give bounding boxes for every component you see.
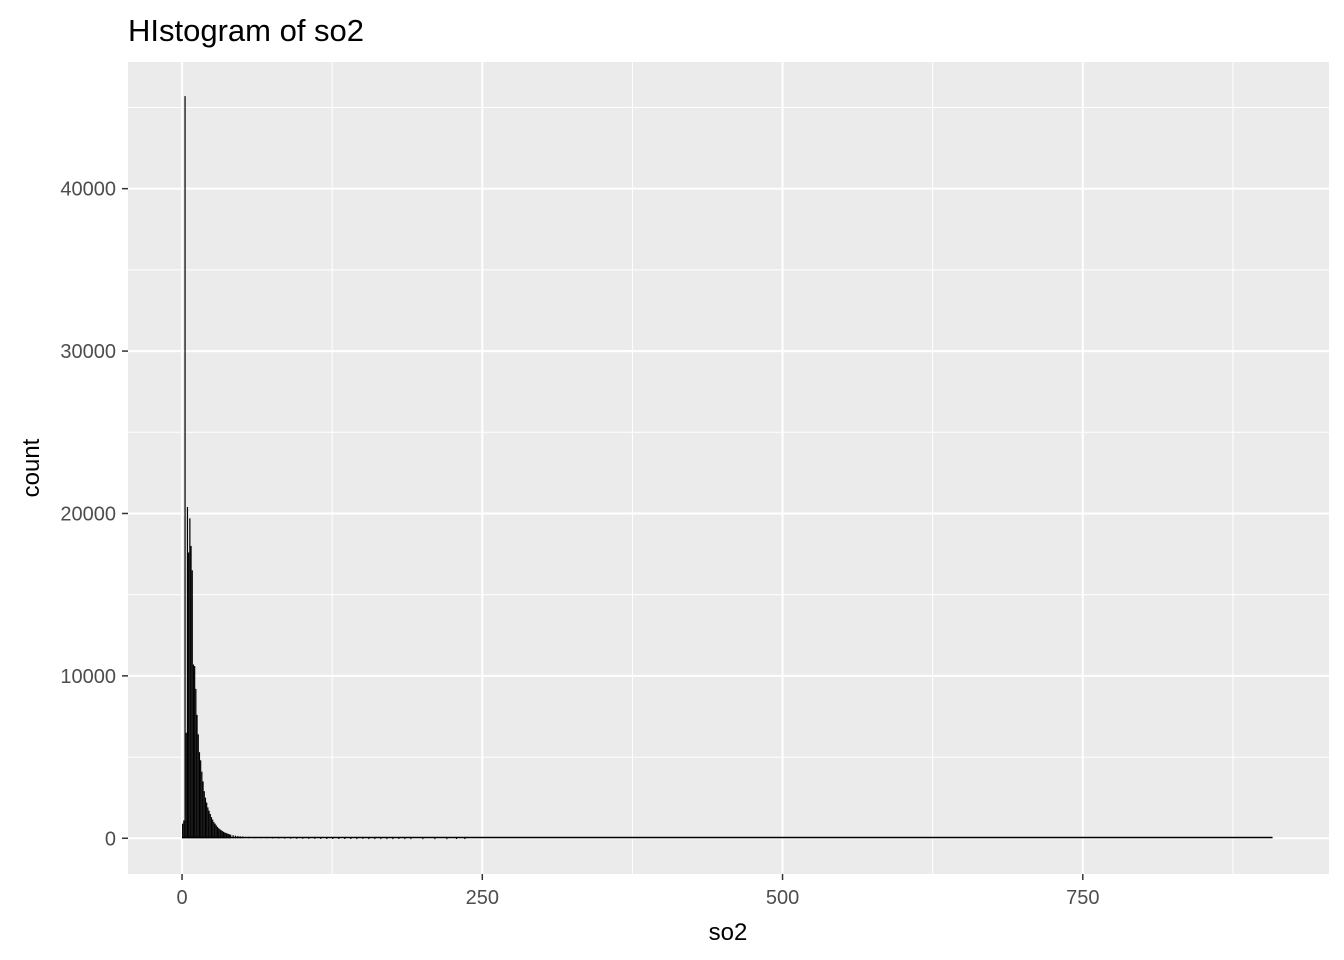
histogram-bar [356,838,358,840]
histogram-bar [284,837,286,839]
histogram-bar [215,825,217,839]
histogram-bar [186,506,189,839]
histogram-bar [198,752,201,839]
histogram-bar [374,838,376,840]
histogram-bar [219,829,221,839]
histogram-bar [227,833,229,839]
histogram-bar [206,802,208,839]
histogram-bar [228,834,231,839]
histogram-bar [210,817,213,839]
y-axis-title: count [18,438,45,497]
histogram-bar [204,797,207,839]
histogram-bar [189,518,191,839]
histogram-bar [398,837,400,839]
histogram-bar [225,832,227,839]
y-tick-label: 20000 [60,503,116,525]
histogram-bar [404,838,406,840]
histogram-bar [216,826,219,839]
histogram-bar [446,838,448,840]
histogram-bar [350,838,352,840]
histogram-bar [254,837,256,839]
histogram-bars [182,96,1273,840]
histogram-bar [221,830,223,839]
histogram-bar [248,836,250,839]
histogram-bar [380,838,382,840]
histogram-bar [344,838,346,840]
histogram-bar [278,837,280,839]
y-tick-label: 0 [105,828,116,850]
histogram-bar [434,838,436,840]
histogram-bar [232,835,234,839]
histogram-bar [222,831,225,839]
histogram-bar [410,838,412,840]
histogram-bar [212,819,214,839]
panel-background [128,62,1329,874]
histogram-bar [230,834,232,839]
histogram-bar [195,688,197,839]
histogram-baseline [182,836,1273,839]
histogram-bar [308,837,310,839]
histogram-bar [455,838,458,840]
histogram-bar [266,837,268,839]
grid-minor [128,62,1329,874]
histogram-bar [201,771,203,839]
histogram-bar [320,837,322,839]
x-axis: 0 250 500 750 [176,874,1099,909]
y-axis: 0 10000 20000 30000 40000 [60,179,128,850]
x-tick-label: 250 [466,887,499,909]
histogram-bar [362,837,364,839]
histogram-bar [338,838,340,840]
histogram-bar [183,820,185,839]
histogram-bar [207,807,209,839]
histogram-bar [326,837,328,839]
x-tick-label: 500 [766,887,799,909]
chart-title: HIstogram of so2 [128,13,364,48]
histogram-bar [422,838,424,840]
y-tick-label: 10000 [60,666,116,688]
histogram-bar [182,823,184,839]
histogram-bar [242,836,244,839]
histogram-bar [200,760,202,839]
y-tick-label: 40000 [60,179,116,201]
x-tick-label: 0 [176,887,187,909]
histogram-bar [209,813,211,839]
histogram-bar [302,837,304,839]
histogram-bar [214,823,216,839]
histogram-bar [296,837,298,839]
histogram-bar [237,835,239,839]
histogram-bar [185,732,187,839]
histogram-bar [192,664,195,839]
histogram-bar [203,791,205,839]
histogram-bar [220,830,222,839]
histogram-bar [260,837,262,839]
histogram-bar [218,828,220,839]
histogram-bar [191,570,193,839]
histogram-bar [194,666,196,839]
histogram-bar [190,545,192,839]
histogram-bar [239,836,241,839]
histogram-bar [213,822,215,839]
histogram-bar [184,96,186,839]
histogram-bar [208,810,210,839]
histogram-bar [188,552,190,839]
histogram-bar [368,838,370,840]
histogram-bar [234,835,237,839]
x-axis-title: so2 [709,919,748,946]
histogram-bar [197,734,199,839]
histogram-bar [290,837,292,839]
histogram-bar [314,837,316,839]
histogram-bar [332,837,334,839]
histogram-bar [464,838,466,840]
histogram-bar [272,837,274,839]
y-tick-label: 30000 [60,341,116,363]
histogram-bar [226,833,228,839]
histogram-bar [202,781,204,839]
histogram-bar [196,714,198,839]
x-tick-label: 750 [1066,887,1099,909]
histogram-bar [386,838,388,840]
histogram-bar [392,838,394,840]
histogram-bar [224,832,226,839]
